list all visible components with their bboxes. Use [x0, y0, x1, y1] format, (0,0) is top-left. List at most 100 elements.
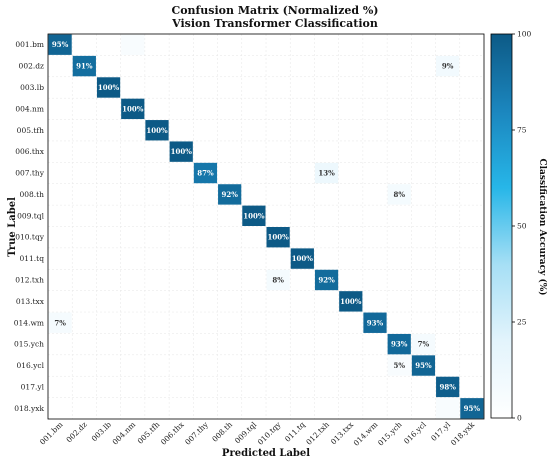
heatmap-cell: [121, 98, 145, 120]
heatmap-cell: [96, 77, 121, 98]
colorbar: [490, 33, 513, 419]
y-tick-label: 016.ycl: [16, 361, 44, 370]
grid-lines: [48, 34, 484, 419]
heatmap-cell: [460, 398, 484, 419]
x-tick-label: 002.dz: [64, 420, 88, 444]
cell-value-label: 98%: [439, 382, 456, 391]
heatmap-cell: [411, 355, 436, 376]
heatmap-cell: [363, 312, 387, 333]
y-tick-label: 014.wm: [14, 318, 44, 327]
colorbar-tick-label: 75: [517, 126, 527, 135]
cell-value-label: 8%: [393, 190, 405, 199]
colorbar-label: Classification Accuracy (%): [537, 158, 548, 295]
y-tick-label: 004.nm: [15, 104, 44, 113]
y-tick-label: 017.yl: [21, 382, 45, 391]
x-tick-label: 001.bm: [38, 420, 65, 447]
x-tick-label: 005.tfh: [136, 420, 162, 446]
y-tick-label: 010.tqy: [15, 233, 45, 242]
heatmap-cell: [48, 34, 72, 55]
heatmap-cell: [411, 333, 436, 355]
cell-value-label: 100%: [98, 83, 120, 92]
x-tick-label: 008.th: [210, 420, 234, 444]
cell-value-label: 5%: [393, 361, 405, 370]
cell-value-label: 100%: [122, 104, 144, 113]
cell-value-label: 91%: [76, 62, 93, 71]
heatmap-cell: [290, 248, 314, 269]
colorbar-tick-label: 50: [517, 222, 527, 231]
colorbar-tick-label: 0: [517, 414, 522, 423]
heatmap-cell: [193, 162, 218, 184]
y-tick-label: 007.thy: [15, 169, 45, 178]
heatmap-cell: [266, 227, 290, 248]
cell-value-label: 9%: [442, 62, 454, 71]
heatmap-cell: [314, 269, 339, 291]
heatmap-cell: [436, 376, 460, 398]
x-tick-label: 006.thx: [159, 420, 186, 447]
x-tick-label: 010.tqy: [256, 420, 283, 447]
heatmap-cell: [314, 162, 339, 184]
cell-value-label: 100%: [267, 233, 289, 242]
y-tick-label: 003.lb: [20, 83, 44, 92]
heatmap-cell: [242, 205, 266, 226]
y-axis-label: True Label: [7, 197, 18, 257]
x-tick-label: 007.thy: [183, 420, 210, 447]
y-tick-label: 008.th: [19, 190, 44, 199]
x-tick-labels: 001.bm 002.dz 003.lb004.nm005.tfh006.thx00…: [38, 420, 477, 448]
cell-value-label: 100%: [146, 126, 168, 135]
chart-title: Confusion Matrix (Normalized %): [171, 4, 378, 17]
heatmap-cell: [169, 141, 193, 162]
heatmap-cell: [266, 269, 290, 291]
cell-value-label: 87%: [197, 169, 214, 178]
heatmap-cell: [436, 55, 460, 77]
x-tick-label: 014.wm: [352, 420, 380, 448]
y-tick-label: 011.tq: [19, 254, 44, 263]
colorbar-tick-label: 25: [517, 318, 527, 327]
heatmap-cell: [387, 355, 411, 376]
cell-value-label: 95%: [464, 404, 481, 413]
x-tick-label: 009.tql: [233, 420, 259, 446]
x-tick-label: 016.ycl: [402, 420, 428, 446]
x-tick-label: 018.yxk: [449, 420, 477, 448]
y-tick-label: 001.bm: [15, 40, 44, 49]
chart-subtitle: Vision Transformer Classification: [171, 17, 378, 30]
y-tick-label: 002.dz: [19, 62, 45, 71]
heatmap-cell: [387, 333, 411, 355]
heatmap-cells: 95% 91% 9% 100% 100% 100% 100% 87% 13% 92% 8% 100% 1…: [48, 34, 484, 419]
cell-value-label: 92%: [318, 275, 335, 284]
heatmap-cell: [218, 184, 242, 205]
y-tick-label: 013.txx: [16, 297, 45, 306]
x-tick-label: 012.txh: [304, 420, 331, 447]
cell-value-label: 7%: [418, 340, 430, 349]
heatmap-cell: [339, 291, 363, 312]
y-tick-label: 012.txh: [15, 275, 44, 284]
colorbar-ticks: 0 25 50 75 100: [512, 30, 532, 423]
x-tick-label: 004.nm: [111, 420, 138, 447]
cell-value-label: 13%: [318, 169, 335, 178]
x-tick-label: 017.yl: [429, 420, 452, 443]
cell-value-label: 95%: [52, 40, 69, 49]
heatmap-cell: [436, 398, 460, 419]
y-tick-label: 015.ych: [14, 340, 44, 349]
cell-value-label: 100%: [340, 297, 362, 306]
cell-value-label: 7%: [54, 318, 66, 327]
cell-value-label: 100%: [243, 211, 265, 220]
y-tick-label: 009.tql: [17, 211, 45, 220]
x-axis-label: Predicted Label: [222, 448, 310, 459]
y-tick-labels: 001.bm 002.dz 003.lb 004.nm 005.tfh 006.thx 00…: [14, 40, 45, 413]
cell-value-label: 8%: [272, 275, 284, 284]
heatmap-cell: [72, 55, 96, 77]
cell-value-label: 93%: [367, 318, 384, 327]
y-tick-label: 018.yxk: [14, 404, 44, 413]
cell-value-label: 92%: [221, 190, 238, 199]
y-tick-label: 006.thx: [15, 147, 45, 156]
x-tick-label: 003.lb: [90, 420, 113, 443]
plot-frame: [47, 33, 485, 420]
cell-value-label: 95%: [415, 361, 432, 370]
heatmap-cell: [145, 120, 169, 141]
cell-value-label: 100%: [171, 147, 193, 156]
heatmap-cell: [387, 184, 411, 205]
heatmap-cell: [121, 34, 145, 55]
x-tick-label: 015.ych: [376, 420, 404, 448]
colorbar-tick-label: 100: [517, 30, 532, 39]
